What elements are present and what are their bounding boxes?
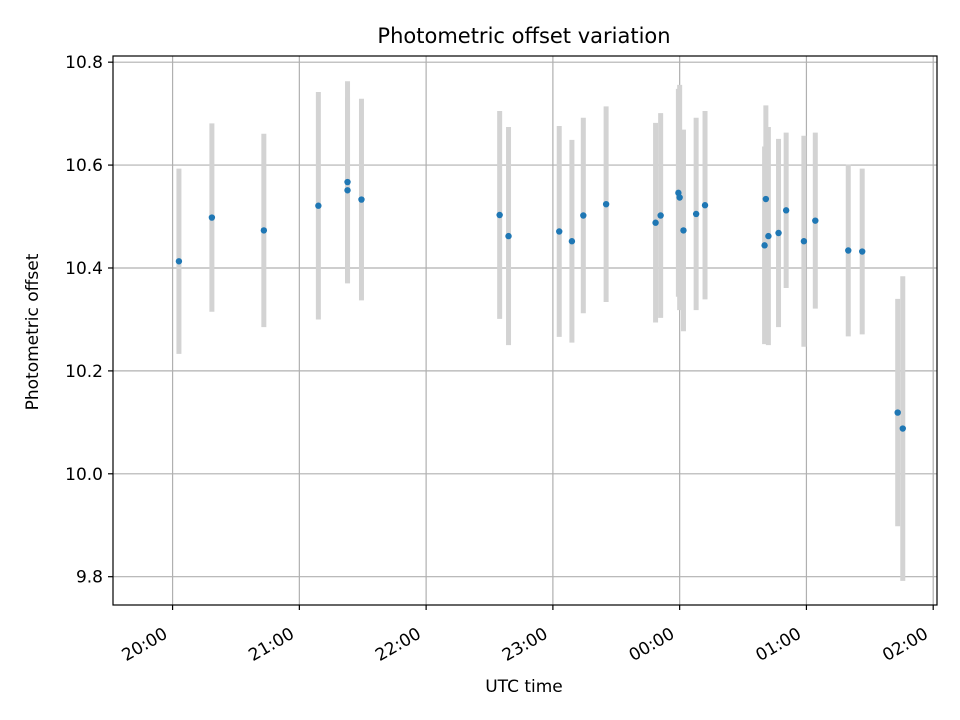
data-point bbox=[175, 258, 183, 265]
y-tick-label: 10.2 bbox=[65, 362, 103, 382]
data-point bbox=[765, 232, 772, 240]
plot-frame bbox=[112, 55, 938, 606]
data-point bbox=[812, 217, 819, 224]
data-point bbox=[775, 229, 782, 237]
data-point bbox=[701, 202, 709, 209]
y-tick-label: 10.6 bbox=[65, 156, 103, 176]
data-point bbox=[676, 194, 683, 201]
data-point bbox=[505, 232, 512, 240]
y-tick-label: 10.0 bbox=[65, 465, 103, 485]
data-point bbox=[344, 178, 351, 186]
data-point bbox=[602, 200, 610, 208]
data-point bbox=[894, 409, 901, 416]
data-point bbox=[899, 425, 906, 432]
chart-title: Photometric offset variation bbox=[377, 24, 670, 48]
data-point bbox=[580, 212, 587, 219]
y-axis-label: Photometric offset bbox=[23, 253, 43, 410]
data-point bbox=[761, 242, 768, 249]
data-point bbox=[358, 196, 365, 203]
data-points bbox=[175, 178, 906, 432]
data-point bbox=[315, 202, 322, 209]
data-point bbox=[845, 247, 852, 254]
data-point bbox=[208, 214, 216, 221]
x-axis-label: UTC time bbox=[485, 677, 563, 697]
data-point bbox=[652, 219, 659, 226]
data-point bbox=[260, 227, 268, 234]
data-point bbox=[556, 228, 563, 235]
data-point bbox=[568, 238, 576, 245]
data-point bbox=[800, 238, 808, 245]
y-tick-label: 10.8 bbox=[65, 53, 103, 73]
data-point bbox=[657, 212, 664, 219]
data-point bbox=[496, 211, 503, 219]
data-point bbox=[762, 195, 770, 203]
y-tick-label: 9.8 bbox=[76, 568, 103, 588]
data-point bbox=[782, 207, 790, 214]
data-point bbox=[344, 187, 351, 194]
data-point bbox=[692, 210, 700, 218]
data-point bbox=[859, 248, 866, 255]
data-point bbox=[680, 227, 687, 234]
y-tick-label: 10.4 bbox=[65, 259, 103, 279]
grid bbox=[113, 56, 937, 605]
